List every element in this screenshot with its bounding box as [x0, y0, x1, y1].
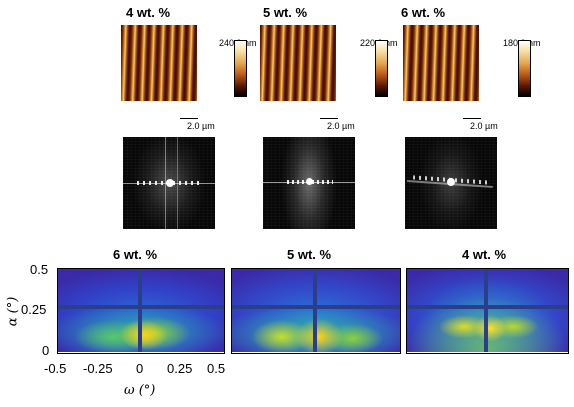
giwaxs-map-3	[406, 268, 568, 352]
x-axis-label: ω (°)	[124, 383, 156, 398]
fft-image-1	[123, 137, 215, 229]
colorbar-2	[375, 40, 388, 97]
y-tick-3: 0	[42, 343, 50, 358]
x-tick-4: 0.25	[167, 361, 193, 376]
afm-image-2	[260, 25, 336, 101]
afm-title-2: 5 wt. %	[263, 5, 308, 20]
y-axis-label: α (°)	[5, 296, 21, 327]
scale-bar-1	[180, 118, 198, 119]
y-tick-1: 0.5	[30, 262, 49, 277]
colorbar-3	[518, 40, 531, 97]
giwaxs-frame-2	[231, 268, 401, 354]
giwaxs-title-1: 6 wt. %	[113, 247, 158, 262]
colorbar-1	[234, 40, 247, 97]
fft-image-2	[263, 137, 355, 229]
giwaxs-title-2: 5 wt. %	[287, 247, 332, 262]
afm-image-1	[121, 25, 197, 101]
afm-title-3: 6 wt. %	[401, 5, 446, 20]
giwaxs-map-2	[231, 268, 400, 352]
y-tick-2: 0.25	[21, 302, 47, 317]
afm-title-1: 4 wt. %	[126, 5, 171, 20]
scale-label-2: 2.0 µm	[327, 121, 355, 131]
afm-image-3	[403, 25, 479, 101]
scale-label-1: 2.0 µm	[187, 121, 215, 131]
scale-bar-3	[463, 118, 481, 119]
scale-label-3: 2.0 µm	[470, 121, 498, 131]
x-tick-5: 0.5	[207, 361, 226, 376]
giwaxs-frame-1	[57, 268, 225, 354]
giwaxs-map-1	[57, 268, 224, 352]
x-tick-1: -0.5	[44, 361, 67, 376]
x-tick-3: 0	[136, 361, 144, 376]
x-tick-2: -0.25	[83, 361, 113, 376]
scale-bar-2	[320, 118, 338, 119]
fft-image-3	[405, 137, 497, 229]
giwaxs-title-3: 4 wt. %	[462, 247, 507, 262]
giwaxs-frame-3	[406, 268, 569, 354]
